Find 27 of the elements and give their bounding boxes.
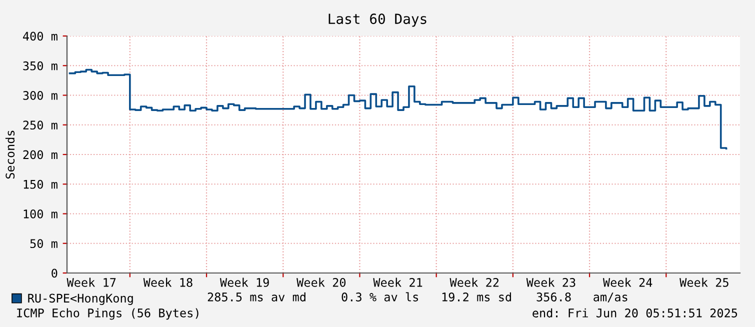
text: 285.5 ms av md (208, 292, 306, 302)
y-tick-label: 400 m (23, 32, 58, 41)
y-tick-label: 250 m (23, 120, 58, 130)
chart-title: Last 60 Days (328, 14, 426, 27)
y-tick-label: 0 (52, 268, 58, 278)
text: 19.2 ms sd (442, 292, 511, 302)
x-tick-label: Week 19 (220, 278, 269, 287)
y-tick-label: 100 m (24, 210, 58, 218)
y-tick-label: 50 m (30, 239, 58, 248)
text: end: Fri Jun 20 05:51:51 2025 (532, 308, 738, 318)
text: ICMP Echo Pings (56 Bytes) (17, 308, 198, 320)
y-tick-label: 150 m (24, 180, 58, 189)
x-tick-label: Week 18 (143, 278, 192, 287)
text: 356.8 am/as (536, 292, 628, 302)
x-tick-label: Week 20 (296, 278, 346, 287)
y-tick-label: 300 m (23, 91, 58, 100)
x-tick-label: Week 24 (602, 278, 652, 287)
x-tick-label: Week 17 (66, 278, 116, 287)
x-tick-label: Week 23 (526, 278, 576, 287)
y-axis-title: Seconds (5, 130, 15, 179)
x-tick-label: Week 25 (680, 278, 728, 287)
y-tick-label: 200 m (23, 150, 58, 160)
x-tick-label: Week 21 (373, 278, 422, 287)
legend-label: RU-SPE<HongKong (28, 294, 133, 305)
y-tick-label: 350 m (23, 61, 58, 70)
text: 0.3 % av ls (342, 292, 418, 302)
x-tick-label: Week 22 (450, 278, 499, 287)
